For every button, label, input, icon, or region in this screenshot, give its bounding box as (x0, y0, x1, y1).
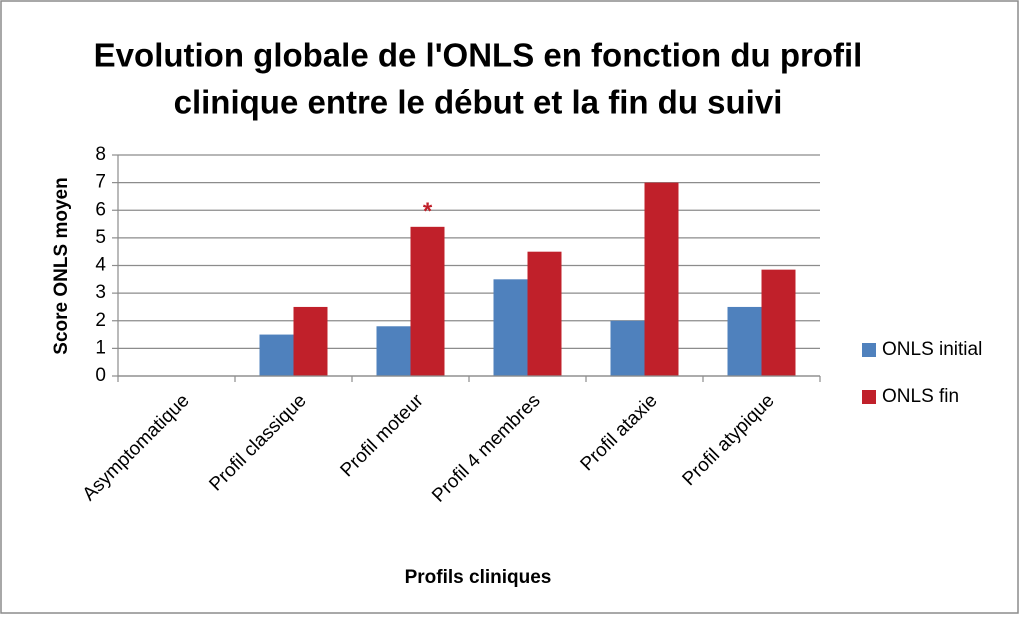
bar (527, 251, 562, 376)
bar (259, 334, 294, 376)
legend-swatch (862, 343, 876, 357)
bar (493, 279, 528, 376)
bar (727, 306, 762, 376)
y-tick-label: 4 (95, 255, 106, 276)
y-tick-label: 3 (95, 282, 106, 303)
legend-label: ONLS fin (882, 386, 959, 407)
legend-label: ONLS initial (882, 339, 982, 360)
y-tick-label: 2 (95, 310, 106, 331)
x-axis-title: Profils cliniques (405, 567, 552, 588)
y-tick-label: 6 (95, 199, 106, 220)
bar (761, 269, 796, 376)
chart-title: Evolution globale de l'ONLS en fonction … (94, 37, 863, 74)
bar (293, 306, 328, 376)
y-tick-label: 1 (95, 337, 106, 358)
bar (610, 320, 645, 376)
y-axis-title: Score ONLS moyen (51, 177, 72, 354)
chart-title: clinique entre le début et la fin du sui… (174, 84, 783, 121)
y-tick-label: 5 (95, 227, 106, 248)
y-tick-label: 0 (95, 365, 106, 386)
y-tick-label: 7 (95, 172, 106, 193)
bar (410, 226, 445, 376)
bar (376, 326, 411, 376)
annotation: * (423, 198, 433, 225)
legend-swatch (862, 390, 876, 404)
y-tick-label: 8 (95, 144, 106, 165)
bar (644, 182, 679, 376)
